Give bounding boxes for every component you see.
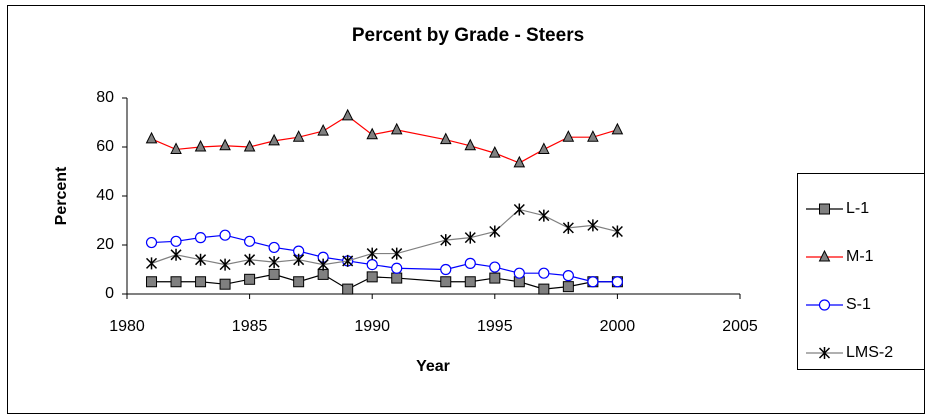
x-tick-label: 1995 [477, 318, 513, 335]
data-point [513, 155, 526, 168]
data-point [391, 272, 403, 284]
data-point [170, 235, 182, 247]
data-point [244, 253, 256, 266]
data-point [391, 262, 403, 274]
legend-marker [818, 299, 831, 311]
data-point [464, 257, 476, 269]
data-point [219, 138, 231, 151]
data-point [611, 225, 623, 238]
y-tick-label: 80 [96, 89, 114, 106]
data-point [562, 270, 574, 282]
data-point [366, 259, 378, 271]
legend-marker [818, 249, 831, 262]
data-point [390, 122, 403, 135]
data-point [342, 283, 354, 295]
data-point [243, 139, 256, 152]
data-point [194, 232, 207, 244]
data-point [562, 130, 575, 142]
legend-label: S-1 [846, 296, 871, 313]
legend-label: LMS-2 [846, 344, 893, 361]
data-point [489, 261, 501, 273]
data-point [562, 221, 574, 234]
data-point [464, 138, 477, 151]
data-point [366, 247, 378, 260]
data-point [195, 276, 207, 288]
data-point [366, 271, 378, 283]
data-point [587, 276, 599, 288]
data-point [146, 276, 158, 288]
data-point [439, 132, 452, 145]
chart-title: Percent by Grade - Steers [352, 25, 584, 46]
y-tick-label: 0 [105, 285, 114, 302]
data-point [145, 236, 158, 249]
legend-marker [819, 203, 830, 215]
data-point [513, 267, 525, 279]
data-point [341, 108, 354, 121]
data-point [342, 254, 354, 267]
data-point [513, 203, 525, 216]
data-point [611, 122, 624, 135]
x-tick-label: 2000 [600, 318, 636, 335]
x-tick-label: 2005 [722, 318, 758, 335]
data-point [366, 127, 379, 140]
data-point [440, 263, 452, 276]
x-tick-label: 1990 [354, 318, 390, 335]
data-point [587, 130, 599, 142]
data-point [538, 142, 550, 154]
data-point [440, 276, 452, 288]
legend-label: L-1 [846, 200, 869, 217]
data-point [170, 276, 182, 288]
data-point [145, 131, 158, 144]
data-point [170, 248, 182, 261]
y-tick-label: 60 [96, 138, 114, 155]
x-axis-label: Year [416, 358, 450, 375]
data-point [268, 241, 280, 254]
legend-marker [818, 347, 831, 359]
data-point [317, 268, 329, 280]
data-point [440, 234, 452, 247]
data-point [244, 235, 256, 247]
y-axis-label: Percent [53, 166, 70, 225]
data-point [219, 258, 231, 271]
data-point [489, 225, 501, 238]
data-point [538, 267, 550, 279]
y-tick-label: 40 [96, 187, 114, 204]
data-point [464, 276, 476, 288]
data-point [293, 253, 305, 266]
data-point [464, 231, 476, 244]
data-point [292, 130, 305, 142]
legend-box [797, 173, 925, 370]
data-point [293, 276, 305, 288]
y-tick-label: 20 [96, 236, 114, 253]
x-tick-label: 1985 [232, 318, 268, 335]
data-point [587, 219, 599, 232]
data-point [317, 258, 329, 271]
data-point [195, 253, 207, 266]
data-point [170, 142, 182, 154]
data-point [391, 247, 403, 260]
data-point [562, 281, 574, 293]
data-point [219, 278, 231, 290]
data-point [489, 272, 501, 284]
x-tick-label: 1980 [109, 318, 145, 335]
chart-border [7, 5, 925, 414]
data-point [488, 146, 501, 158]
data-point [268, 133, 280, 146]
data-point [268, 268, 280, 280]
data-point [194, 139, 207, 152]
data-point [317, 123, 329, 136]
data-point [219, 229, 231, 241]
data-point [538, 283, 550, 295]
data-point [145, 257, 158, 270]
data-point [538, 209, 550, 222]
data-point [611, 276, 624, 288]
data-point [244, 273, 256, 285]
legend-label: M-1 [846, 248, 874, 265]
data-point [268, 256, 280, 269]
